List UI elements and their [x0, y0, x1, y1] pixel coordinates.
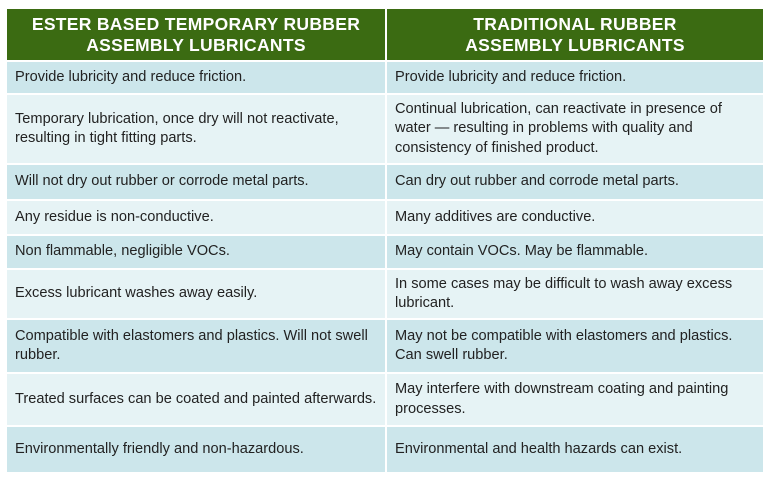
table-row: Will not dry out rubber or corrode metal… [5, 163, 765, 201]
table-row: Provide lubricity and reduce friction. Pr… [5, 60, 765, 95]
traditional-cell: Continual lubrication, can reactivate in… [385, 93, 765, 165]
traditional-cell: May interfere with downstream coating an… [385, 372, 765, 427]
traditional-cell: May contain VOCs. May be flammable. [385, 234, 765, 270]
ester-cell: Temporary lubrication, once dry will not… [5, 93, 387, 165]
comparison-table: ESTER BASED TEMPORARY RUBBER ASSEMBLY LU… [5, 7, 765, 474]
ester-cell: Excess lubricant washes away easily. [5, 268, 387, 320]
header-ester: ESTER BASED TEMPORARY RUBBER ASSEMBLY LU… [5, 7, 387, 62]
ester-cell: Any residue is non-conductive. [5, 199, 387, 236]
table-row: Any residue is non-conductive. Many addit… [5, 199, 765, 236]
traditional-cell: Provide lubricity and reduce friction. [385, 60, 765, 95]
traditional-cell: Many additives are conductive. [385, 199, 765, 236]
traditional-cell: Can dry out rubber and corrode metal par… [385, 163, 765, 201]
ester-cell: Compatible with elastomers and plastics.… [5, 318, 387, 374]
table-row: Compatible with elastomers and plastics.… [5, 318, 765, 374]
traditional-cell: In some cases may be difficult to wash a… [385, 268, 765, 320]
table-row: Temporary lubrication, once dry will not… [5, 93, 765, 165]
traditional-cell: May not be compatible with elastomers an… [385, 318, 765, 374]
ester-cell: Treated surfaces can be coated and paint… [5, 372, 387, 427]
ester-cell: Provide lubricity and reduce friction. [5, 60, 387, 95]
ester-cell: Will not dry out rubber or corrode metal… [5, 163, 387, 201]
table-row: Treated surfaces can be coated and paint… [5, 372, 765, 427]
table-row: Non flammable, negligible VOCs. May conta… [5, 234, 765, 270]
table-row: Excess lubricant washes away easily. In s… [5, 268, 765, 320]
header-traditional: TRADITIONAL RUBBER ASSEMBLY LUBRICANTS [385, 7, 765, 62]
table-row: Environmentally friendly and non-hazardo… [5, 425, 765, 474]
ester-cell: Non flammable, negligible VOCs. [5, 234, 387, 270]
traditional-cell: Environmental and health hazards can exi… [385, 425, 765, 474]
header-row: ESTER BASED TEMPORARY RUBBER ASSEMBLY LU… [5, 7, 765, 62]
ester-cell: Environmentally friendly and non-hazardo… [5, 425, 387, 474]
